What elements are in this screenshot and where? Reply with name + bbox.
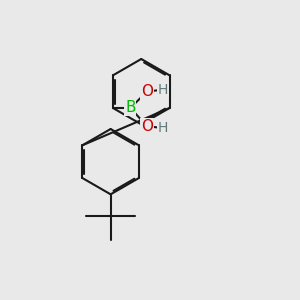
Text: O: O — [141, 118, 153, 134]
Text: H: H — [158, 82, 168, 97]
Text: H: H — [158, 121, 168, 135]
Text: O: O — [141, 84, 153, 99]
Text: B: B — [125, 100, 136, 116]
